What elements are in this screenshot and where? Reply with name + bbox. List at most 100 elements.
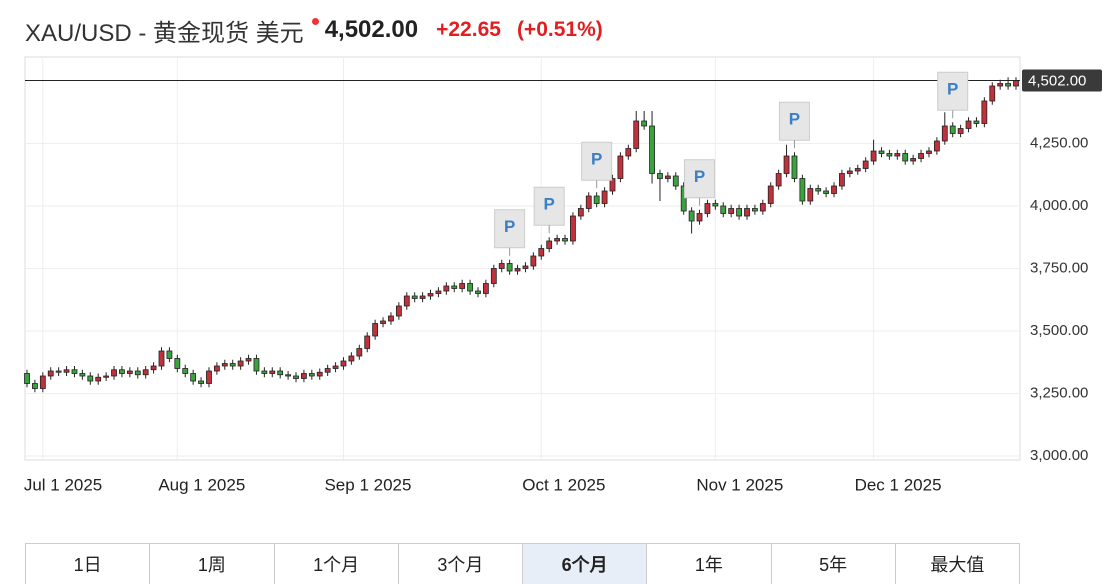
candle-body <box>617 155 624 179</box>
y-tick-label: 4,000.00 <box>1030 197 1088 214</box>
candle-body <box>190 373 197 382</box>
candle-body <box>577 208 584 217</box>
candle-body <box>657 173 663 179</box>
candle-body <box>166 350 173 359</box>
candle-body <box>237 360 244 367</box>
candle-body <box>1005 83 1011 87</box>
range-tab[interactable]: 6个月 <box>522 544 647 584</box>
range-tab[interactable]: 1日 <box>73 555 102 575</box>
candle-body <box>736 208 742 217</box>
x-tick-label: Jul 1 2025 <box>24 475 102 494</box>
flag-label: P <box>544 195 555 214</box>
header: XAU/USD - 黄金现货 美元 4,502.00 +22.65 (+0.51… <box>25 12 603 48</box>
candle-body <box>229 363 236 367</box>
flag-box <box>684 159 716 199</box>
candle-body <box>641 120 648 127</box>
range-tab[interactable]: 5年 <box>770 544 895 584</box>
candle-body <box>134 370 141 376</box>
candle-body <box>759 203 766 212</box>
candle-body <box>24 373 30 384</box>
candle-body <box>870 150 877 162</box>
candle-body <box>664 175 671 179</box>
y-tick-label: 4,250.00 <box>1030 134 1088 151</box>
symbol: XAU/USD - 黄金现货 美元 <box>25 19 304 47</box>
candle-body <box>356 348 363 357</box>
flag-label: P <box>789 110 800 129</box>
candle-body <box>894 153 901 157</box>
flag-label: P <box>694 167 705 186</box>
y-tick-label: 3,750.00 <box>1030 259 1088 276</box>
candle-body <box>918 153 924 159</box>
candle-body <box>63 369 70 373</box>
candle-body <box>846 170 853 174</box>
candle-body <box>712 203 719 207</box>
candle-body <box>111 369 117 377</box>
candle-body <box>245 358 252 362</box>
candle-body <box>324 368 331 373</box>
candle-body <box>839 173 845 187</box>
candle-body <box>791 155 798 179</box>
candle-body <box>854 168 861 172</box>
range-tab[interactable]: 3个月 <box>397 544 522 584</box>
flag-box <box>778 101 810 141</box>
candle-body <box>269 370 276 374</box>
candle-body <box>807 188 814 202</box>
candle-body <box>672 175 679 187</box>
candle-body <box>941 125 948 142</box>
candle-body <box>680 185 687 212</box>
candle-body <box>95 376 102 382</box>
candle-body <box>570 215 576 242</box>
candle-body <box>1013 80 1019 87</box>
x-tick-label: Aug 1 2025 <box>158 475 245 494</box>
candle-body <box>720 205 727 214</box>
candle-body <box>39 375 46 389</box>
candle-body <box>293 375 299 379</box>
candle-body <box>910 158 917 162</box>
flag-label: P <box>504 217 515 236</box>
x-tick-label: Oct 1 2025 <box>522 475 605 494</box>
candle-body <box>443 285 450 292</box>
candle-body <box>308 373 315 377</box>
candle-body <box>601 190 608 204</box>
candle-body <box>609 178 616 192</box>
flag-label: P <box>947 80 958 99</box>
candle-body <box>213 365 220 372</box>
change: +22.65 <box>436 18 501 41</box>
price: 4,502.00 <box>324 16 419 43</box>
candle-body <box>198 380 204 384</box>
candle-body <box>419 295 426 299</box>
candle-body <box>482 283 489 294</box>
candle-body <box>174 358 181 369</box>
candle-body <box>388 315 394 322</box>
candle-body <box>538 248 545 257</box>
plot-area <box>24 56 1021 461</box>
candle-body <box>593 195 600 204</box>
candle-body <box>989 85 996 102</box>
flag-box <box>494 209 526 249</box>
candle-body <box>981 100 988 124</box>
candle-body <box>831 185 837 194</box>
candle-body <box>522 265 529 269</box>
candle-body <box>411 295 418 299</box>
candle-body <box>277 370 284 376</box>
candle-body <box>71 369 78 374</box>
candle-body <box>688 210 695 222</box>
range-tab[interactable]: 1年 <box>646 544 770 584</box>
candle-body <box>902 153 909 162</box>
candle-body <box>625 148 632 157</box>
candle-body <box>332 365 339 369</box>
range-tab[interactable]: 1周 <box>149 544 273 584</box>
candle-body <box>158 350 165 367</box>
candle-body <box>32 383 38 389</box>
candle-body <box>562 238 568 242</box>
range-tab[interactable]: 1个月 <box>273 544 398 584</box>
candle-body <box>475 290 481 294</box>
candle-body <box>815 188 822 192</box>
candle-body <box>878 150 885 154</box>
range-tab[interactable]: 最大值 <box>894 544 1019 584</box>
candle-body <box>427 293 434 297</box>
candle-body <box>997 83 1004 87</box>
candle-body <box>649 125 655 174</box>
candle-body <box>340 360 347 367</box>
